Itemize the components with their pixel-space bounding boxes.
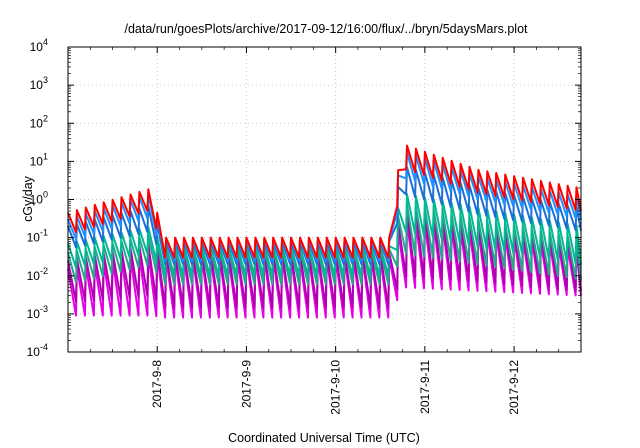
chart-title: /data/run/goesPlots/archive/2017-09-12/1… — [124, 22, 528, 36]
x-tick-label: 2017-9-10 — [329, 360, 343, 415]
y-tick-label: 103 — [30, 75, 48, 92]
x-tick-label: 2017-9-8 — [150, 360, 164, 408]
y-axis-title: cGy/day — [21, 175, 35, 222]
x-tick-label: 2017-9-12 — [507, 360, 521, 415]
y-tick-label: 10-4 — [27, 342, 48, 359]
x-tick-label: 2017-9-9 — [239, 360, 253, 408]
y-tick-label: 10-1 — [27, 228, 48, 245]
x-axis-title: Coordinated Universal Time (UTC) — [228, 431, 420, 445]
x-tick-label: 2017-9-11 — [418, 360, 432, 414]
y-tick-label: 10-2 — [27, 266, 48, 283]
y-tick-label: 102 — [30, 113, 48, 130]
series-group — [67, 144, 582, 319]
y-tick-label: 10-3 — [27, 304, 48, 321]
y-tick-label: 101 — [30, 151, 48, 168]
series-line — [67, 144, 582, 259]
x-ticks: 2017-9-8 2017-9-9 2017-9-10 2017-9-11 2017-9… — [89, 47, 560, 415]
y-tick-label: 104 — [30, 37, 48, 54]
